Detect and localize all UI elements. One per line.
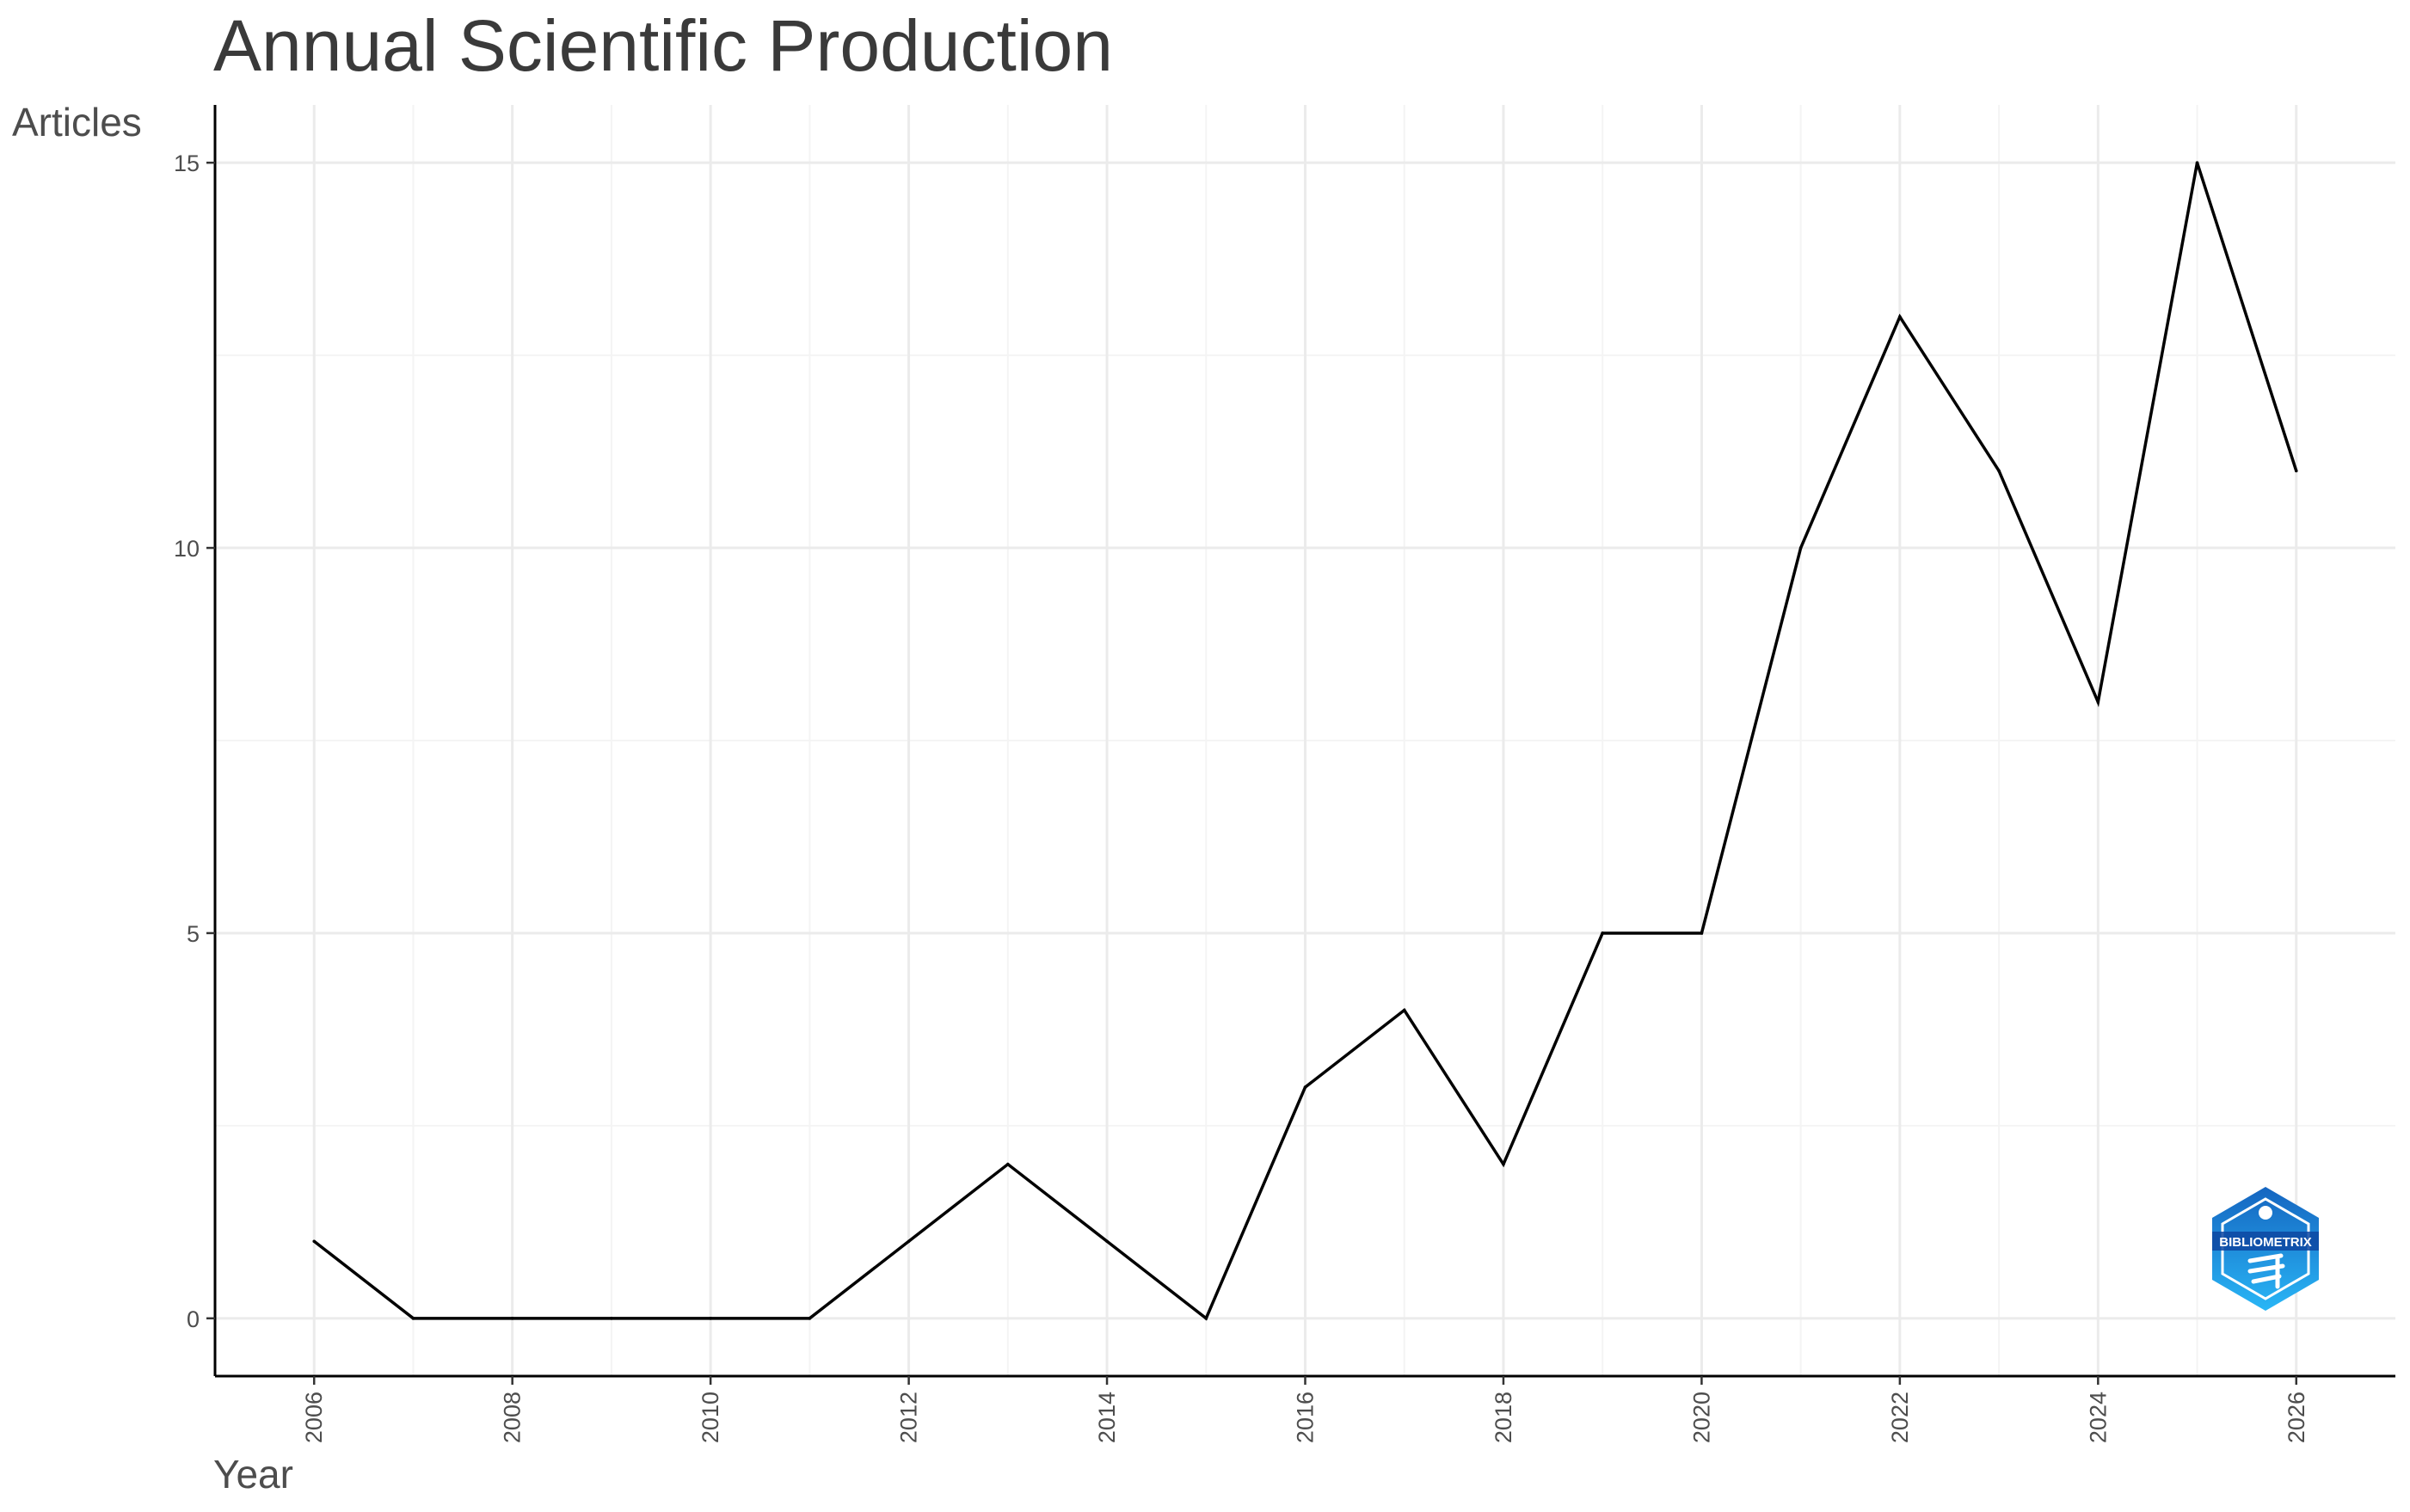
data-point: [610, 1317, 613, 1320]
data-point: [1303, 1085, 1307, 1089]
y-tick-label: 5: [187, 921, 200, 947]
bibliometrix-logo: BIBLIOMETRIX: [2212, 1187, 2319, 1311]
data-point: [510, 1317, 514, 1320]
x-tick-label: 2006: [301, 1392, 327, 1443]
y-tick-label: 10: [174, 536, 200, 562]
data-point: [1700, 931, 1704, 935]
x-tick-label: 2010: [698, 1392, 723, 1443]
data-point: [411, 1317, 415, 1320]
chart-title: Annual Scientific Production: [213, 5, 1113, 86]
x-tick-label: 2012: [896, 1392, 922, 1443]
data-point: [1502, 1162, 1505, 1166]
y-tick-label: 15: [174, 151, 200, 176]
x-axis-title: Year: [213, 1452, 293, 1497]
logo-inner-hexagon-icon: [2221, 1197, 2310, 1300]
logo-book-icon: [2247, 1253, 2285, 1289]
data-point: [907, 1239, 911, 1244]
data-point: [2294, 469, 2298, 473]
major-gridlines: [215, 105, 2395, 1376]
x-tick-label: 2024: [2085, 1392, 2111, 1443]
data-point: [808, 1317, 812, 1320]
data-point: [312, 1239, 317, 1244]
data-point: [1402, 1008, 1406, 1012]
x-tick-label: 2022: [1887, 1392, 1913, 1443]
data-point: [1204, 1317, 1208, 1320]
logo-band-icon: [2212, 1232, 2319, 1251]
x-axis-ticks: 2006 2008 2010 2012 2014 2016 2018 2020 2022 2024…: [301, 1376, 2309, 1443]
data-point: [2195, 161, 2199, 164]
data-point: [1006, 1162, 1010, 1166]
data-point: [1105, 1239, 1109, 1244]
data-point: [709, 1317, 712, 1320]
x-tick-label: 2018: [1491, 1392, 1516, 1443]
logo-text: BIBLIOMETRIX: [2219, 1235, 2312, 1250]
data-point: [1601, 931, 1604, 935]
series-layer: [312, 161, 2298, 1321]
x-tick-label: 2016: [1293, 1392, 1319, 1443]
data-point: [1798, 546, 1803, 550]
data-point: [1997, 469, 2001, 473]
x-tick-label: 2008: [500, 1392, 526, 1443]
y-axis-title: Articles: [12, 100, 142, 144]
y-axis-ticks: 0 5 10 15: [174, 151, 215, 1332]
x-tick-label: 2014: [1094, 1392, 1120, 1443]
x-tick-label: 2020: [1688, 1392, 1714, 1443]
y-tick-label: 0: [187, 1306, 200, 1332]
x-tick-label: 2026: [2284, 1392, 2309, 1443]
data-point: [1898, 315, 1902, 319]
data-point: [2096, 700, 2100, 704]
logo-figure-icon: [2259, 1206, 2272, 1220]
minor-gridlines: [215, 105, 2395, 1376]
